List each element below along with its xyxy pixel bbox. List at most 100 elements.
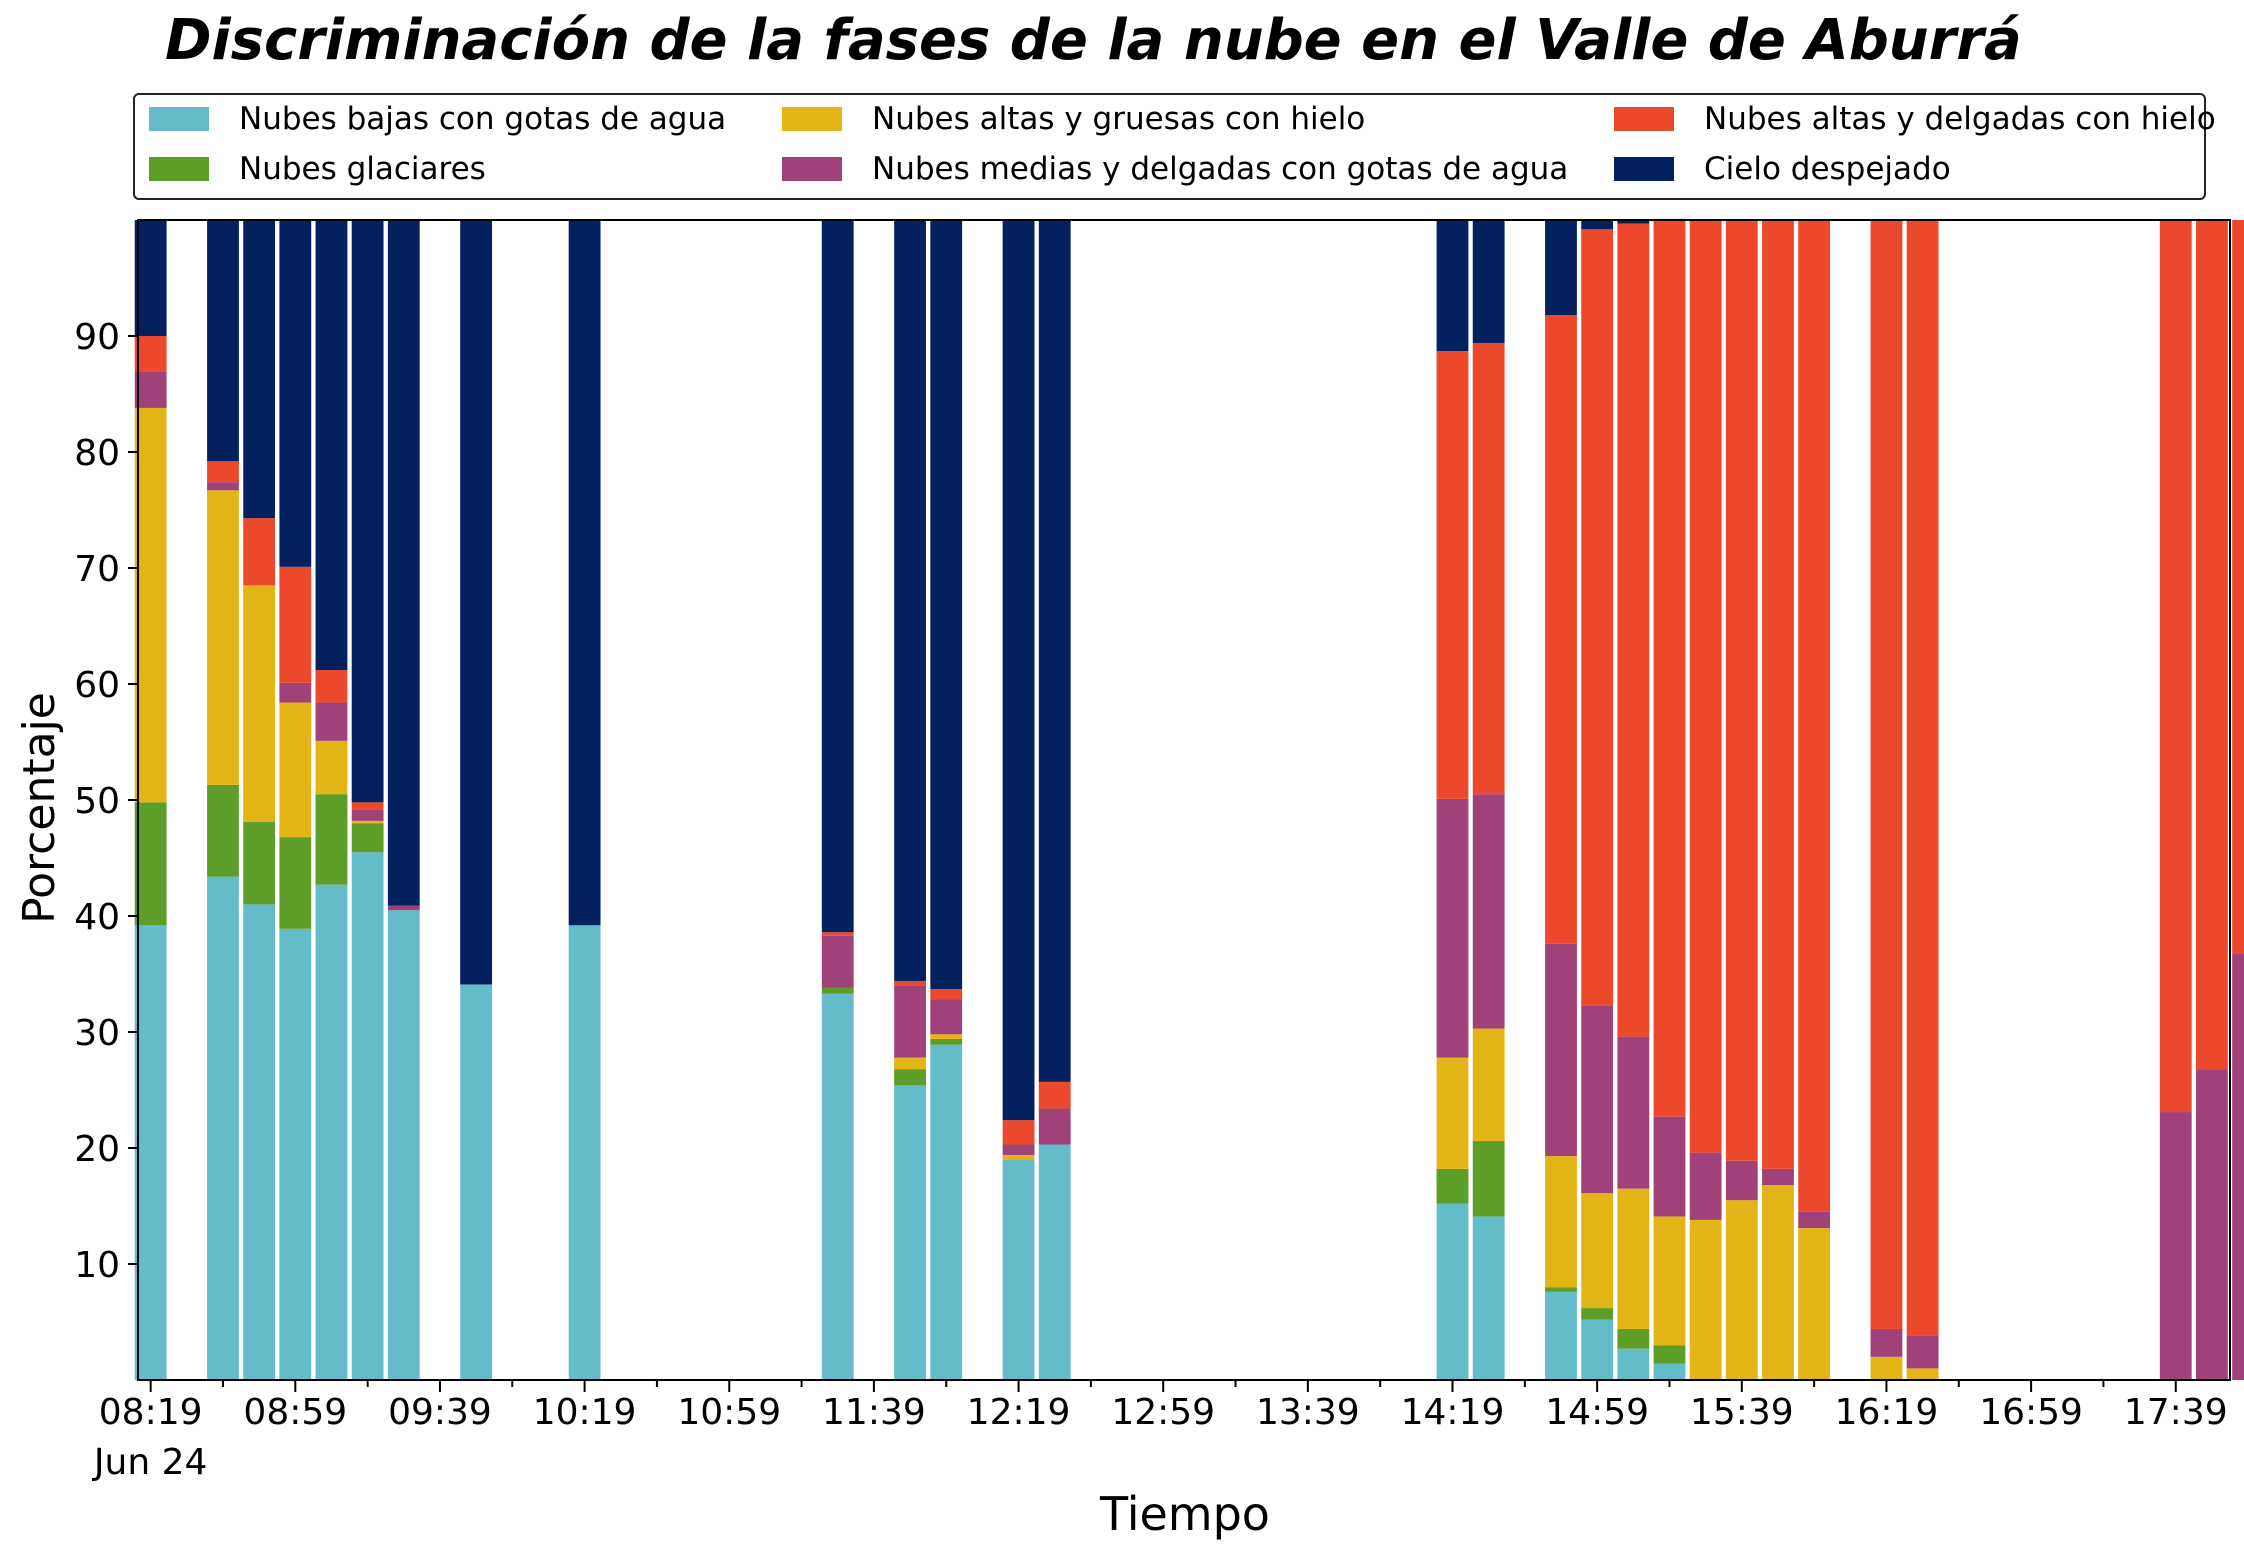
bar-segment [894, 980, 926, 986]
bar-segment [387, 905, 420, 911]
bar-segment [315, 702, 348, 741]
bar-segment [1653, 1216, 1686, 1346]
bar-segment [568, 925, 601, 1380]
bar-segment [821, 993, 854, 1380]
legend-item: Nubes glaciares [149, 149, 486, 189]
bar-segment [134, 371, 167, 408]
bar-segment [1002, 1120, 1035, 1145]
bar-segment [1762, 1185, 1794, 1380]
x-tick-label: 16:59 [1979, 1392, 2083, 1433]
x-tick-label: 16:19 [1835, 1392, 1939, 1433]
bar-segment [1617, 223, 1650, 1037]
bar-segment [2232, 953, 2244, 1380]
bar-segment [2196, 1069, 2228, 1380]
bar-segment [821, 987, 854, 994]
bar-segment [1038, 1144, 1071, 1380]
bar-segment [1581, 229, 1614, 1006]
bar-segment [930, 999, 963, 1035]
y-tick-label: 70 [74, 549, 120, 590]
bar-segment [1581, 1319, 1614, 1380]
bar-segment [1617, 1348, 1650, 1380]
legend-label: Nubes altas y delgadas con hielo [1704, 101, 2216, 137]
bar-segment [1581, 1308, 1614, 1320]
legend-label: Cielo despejado [1704, 151, 1951, 187]
bar-segment [279, 928, 312, 1380]
y-tick-label: 20 [74, 1129, 120, 1170]
bar-segment [279, 682, 312, 703]
bar-segment [1906, 1335, 1939, 1369]
bar-segment [821, 935, 854, 988]
bar-segment [1653, 1345, 1686, 1364]
bar-segment [1436, 351, 1469, 799]
bar-segment [1472, 342, 1505, 795]
bar-segment [243, 518, 276, 586]
bar-segment [1472, 1216, 1505, 1380]
bar-segment [1436, 1168, 1469, 1204]
bar-segment [1436, 1057, 1469, 1169]
bar-segment [894, 1085, 926, 1380]
bar-segment [1653, 218, 1686, 1117]
bar-segment [930, 1044, 963, 1380]
bar-segment [1653, 1363, 1686, 1380]
bar-segment [1906, 220, 1939, 1336]
bar-segment [134, 336, 167, 372]
legend-swatch [1614, 157, 1674, 181]
bar-segment [1545, 220, 1577, 316]
y-tick-label: 40 [74, 897, 120, 938]
legend-label: Nubes glaciares [239, 151, 486, 187]
bar-segment [351, 823, 384, 853]
bar-segment [894, 1057, 926, 1070]
bar-segment [207, 490, 239, 785]
x-tick-label: 08:19 [99, 1392, 203, 1433]
bar-segment [315, 220, 348, 671]
bar-segment [1870, 1328, 1903, 1357]
x-tick-label: 10:19 [533, 1392, 637, 1433]
bar-segment [315, 884, 348, 1380]
bar-segment [568, 220, 601, 926]
axes-layer: 10 20 30 40 50 60 70 80 90 08:19 08:59 09:39 10:19 10… [74, 219, 2231, 1483]
bar-segment [207, 461, 239, 483]
bar-segment [460, 220, 493, 985]
x-tick-label: 13:39 [1256, 1392, 1360, 1433]
bars-layer [134, 218, 2244, 1380]
bar-segment [894, 220, 926, 981]
bar-segment [2232, 220, 2244, 954]
bar-segment [1617, 1188, 1650, 1329]
legend-label: Nubes medias y delgadas con gotas de agu… [872, 151, 1569, 187]
bar-segment [207, 482, 239, 491]
x-date-label: Jun 24 [92, 1442, 208, 1483]
bar-segment [1617, 1036, 1650, 1189]
bar-segment [821, 932, 854, 936]
bar-segment [894, 1069, 926, 1086]
bar-segment [2196, 220, 2228, 1070]
bar-segment [1545, 1156, 1577, 1288]
legend-swatch [782, 157, 842, 181]
bar-segment [930, 989, 963, 1000]
bar-segment [134, 407, 167, 803]
bar-segment [1545, 943, 1577, 1157]
legend-item: Nubes altas y delgadas con hielo [1614, 99, 2216, 139]
bar-segment [387, 220, 420, 906]
y-axis-label: Porcentaje [14, 692, 65, 924]
chart-title: Discriminación de la fases de la nube en… [165, 8, 2022, 73]
bar-segment [1038, 1081, 1071, 1109]
x-tick-label: 14:59 [1545, 1392, 1649, 1433]
bar-segment [315, 670, 348, 703]
bar-segment [207, 220, 239, 462]
y-tick-label: 60 [74, 665, 120, 706]
bar-segment [351, 852, 384, 1380]
y-tick-label: 30 [74, 1013, 120, 1054]
bar-segment [279, 702, 312, 838]
bar-segment [1038, 1108, 1071, 1145]
x-tick-label: 12:19 [967, 1392, 1071, 1433]
bar-segment [1689, 220, 1722, 1153]
bar-segment [1472, 1141, 1505, 1217]
bar-segment [1002, 220, 1035, 1121]
bar-segment [1002, 1144, 1035, 1155]
bar-segment [1906, 1368, 1939, 1380]
y-tick-label: 80 [74, 433, 120, 474]
legend-swatch [782, 107, 842, 131]
bar-segment [1870, 220, 1903, 1329]
y-tick-label: 10 [74, 1245, 120, 1286]
bar-segment [1798, 1228, 1831, 1380]
